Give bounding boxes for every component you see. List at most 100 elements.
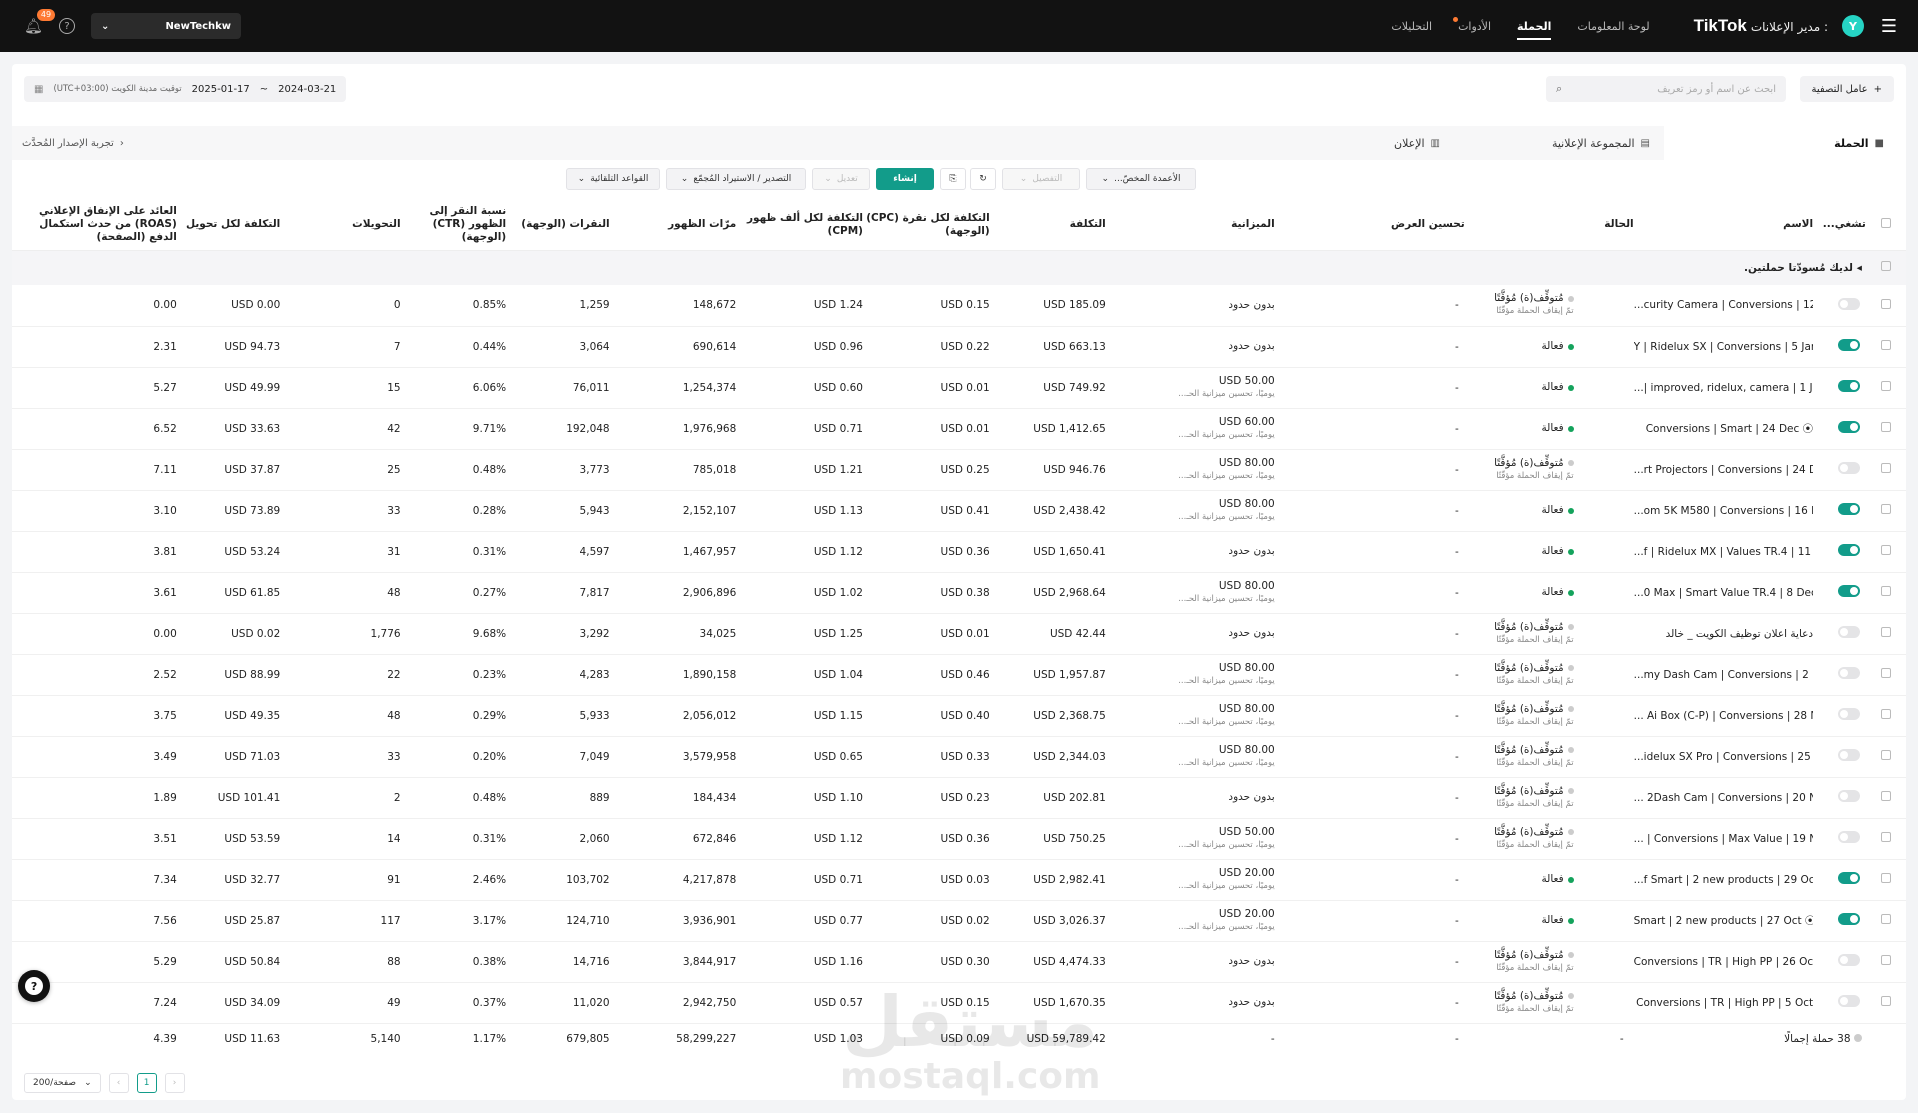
table-row[interactable]: Conversions | TR | High PP | 26 Oct مُتوق… <box>12 941 1906 983</box>
campaign-name[interactable]: ...f | Ridelux MX | Values TR.4 | 11 Dec <box>1633 531 1814 573</box>
col-name[interactable]: الاسم <box>1633 200 1814 251</box>
campaign-toggle[interactable] <box>1837 544 1860 556</box>
custom-columns-dropdown[interactable]: الأعمدة المخصّ... ⌄ <box>1086 168 1196 190</box>
table-row[interactable]: Smart | 2 new products | 27 Oct ⦿ فعالة - U… <box>12 900 1906 942</box>
budget-value[interactable]: بدون حدود <box>1228 627 1275 639</box>
budget-value[interactable]: USD 80.00 <box>1218 702 1275 715</box>
col-roas[interactable]: العائد على الإنفاق الإعلاني (ROAS) من حد… <box>12 200 177 251</box>
prev-page-button[interactable]: ‹ <box>108 1073 129 1093</box>
row-checkbox[interactable] <box>1880 873 1891 883</box>
table-row[interactable]: Y | Ridelux SX | Conversions | 5 Jan فعال… <box>12 326 1906 368</box>
campaign-toggle[interactable] <box>1837 462 1860 474</box>
avatar[interactable]: Y <box>1842 15 1864 37</box>
budget-value[interactable]: USD 80.00 <box>1218 579 1275 592</box>
nav-tools[interactable]: الأدوات <box>1453 3 1491 50</box>
table-row[interactable]: ... | Conversions | Max Value | 19 Nov مُ… <box>12 818 1906 860</box>
col-status[interactable]: الحالة <box>1464 200 1634 251</box>
table-row[interactable]: ...0 Max | Smart Value TR.4 | 8 Dec ⦿ فعا… <box>12 572 1906 614</box>
campaign-toggle[interactable] <box>1837 954 1860 966</box>
row-checkbox[interactable] <box>1880 996 1891 1006</box>
campaign-toggle[interactable] <box>1837 872 1860 884</box>
budget-value[interactable]: بدون حدود <box>1228 545 1275 557</box>
budget-value[interactable]: USD 60.00 <box>1218 415 1275 428</box>
refresh-button[interactable]: ↻ <box>970 168 996 190</box>
campaign-name[interactable]: ...| improved, ridelux, camera | 1 Jan ⦿ <box>1633 367 1814 409</box>
row-checkbox[interactable] <box>1880 955 1891 965</box>
table-row[interactable]: ...f Smart | 2 new products | 29 Oct ⦿ فع… <box>12 859 1906 901</box>
row-checkbox[interactable] <box>1880 504 1891 514</box>
budget-value[interactable]: USD 50.00 <box>1218 374 1275 387</box>
campaign-toggle[interactable] <box>1837 380 1860 392</box>
campaign-name[interactable]: Conversions | TR | High PP | 26 Oct <box>1633 941 1814 983</box>
campaign-toggle[interactable] <box>1837 421 1860 433</box>
bulk-export-import-dropdown[interactable]: التصدير / الاستيراد المُجمّع ⌄ <box>666 168 806 190</box>
campaign-name[interactable]: ...om 5K M580 | Conversions | 16 Dec <box>1633 490 1814 532</box>
details-dropdown[interactable]: التفصيل ⌄ <box>1002 168 1080 190</box>
campaign-name[interactable]: ... 2Dash Cam | Conversions | 20 Nov <box>1633 777 1814 819</box>
page-size-select[interactable]: 200/صفحة ⌄ <box>24 1073 101 1093</box>
create-button[interactable]: إنشاء <box>876 168 934 190</box>
app-logo[interactable]: TikTok مدير الإعلانات : <box>1694 16 1828 36</box>
campaign-name[interactable]: Conversions | TR | High PP | 5 Oct <box>1633 982 1814 1024</box>
campaign-toggle[interactable] <box>1837 708 1860 720</box>
bell-icon[interactable]: 🔔︎ 49 <box>24 9 56 35</box>
row-checkbox[interactable] <box>1880 545 1891 555</box>
row-checkbox[interactable] <box>1880 791 1891 801</box>
tab-ad[interactable]: ▥ الإعلان <box>1394 126 1440 160</box>
campaign-toggle[interactable] <box>1837 626 1860 638</box>
col-impressions[interactable]: مرّات الظهور <box>609 200 737 251</box>
table-row[interactable]: Conversions | TR | High PP | 5 Oct مُتوقِ… <box>12 982 1906 1024</box>
tab-ad-group[interactable]: ▤ المجموعة الإعلانية <box>1552 126 1650 160</box>
row-checkbox[interactable] <box>1880 668 1891 678</box>
copy-button[interactable]: ⎘ <box>940 168 966 190</box>
budget-value[interactable]: بدون حدود <box>1228 955 1275 967</box>
row-checkbox[interactable] <box>1880 422 1891 432</box>
col-cpc[interactable]: التكلفة لكل نقرة (CPC) (الوجهة) <box>862 200 990 251</box>
campaign-toggle[interactable] <box>1837 667 1860 679</box>
campaign-name[interactable]: ... Ai Box (C-P) | Conversions | 28 Nov <box>1633 695 1814 737</box>
col-optimization[interactable]: تحسين العرض <box>1274 200 1465 251</box>
budget-value[interactable]: USD 20.00 <box>1218 907 1275 920</box>
campaign-name[interactable]: ...idelux SX Pro | Conversions | 25 Nov <box>1633 736 1814 778</box>
campaign-toggle[interactable] <box>1837 339 1860 351</box>
campaign-name[interactable]: ...my Dash Cam | Conversions | 2 Dec <box>1633 654 1814 696</box>
col-cpm[interactable]: التكلفة لكل ألف ظهور (CPM) <box>736 200 863 251</box>
col-cost[interactable]: التكلفة <box>989 200 1106 251</box>
add-filter-button[interactable]: + عامل التصفية <box>1799 76 1894 102</box>
table-row[interactable]: ... 2Dash Cam | Conversions | 20 Nov مُتو… <box>12 777 1906 819</box>
table-row[interactable]: ...idelux SX Pro | Conversions | 25 Nov م… <box>12 736 1906 778</box>
table-row[interactable]: دعاية اعلان توظيف الكويت _ خالد مُتوقِّف(… <box>12 613 1906 655</box>
campaign-toggle[interactable] <box>1837 585 1860 597</box>
row-checkbox[interactable] <box>1880 914 1891 924</box>
col-cost-per-conversion[interactable]: التكلفة لكل تحويل <box>176 200 281 251</box>
try-new-version-link[interactable]: ‹ تجربة الإصدار المُحدَّث <box>22 126 124 160</box>
campaign-toggle[interactable] <box>1837 831 1860 843</box>
budget-value[interactable]: بدون حدود <box>1228 298 1275 311</box>
table-row[interactable]: ...curity Camera | Conversions | 12 Jan م… <box>12 285 1906 327</box>
tab-campaign[interactable]: ■ الحملة <box>1664 126 1906 160</box>
budget-value[interactable]: USD 80.00 <box>1218 743 1275 756</box>
row-checkbox[interactable] <box>1880 298 1891 309</box>
row-checkbox[interactable] <box>1880 586 1891 596</box>
date-range-picker[interactable]: ▦ (UTC+03:00) توقيت مدينة الكويت 2025-01… <box>24 76 347 102</box>
row-checkbox[interactable] <box>1880 750 1891 760</box>
table-row[interactable]: ...om 5K M580 | Conversions | 16 Dec فعال… <box>12 490 1906 532</box>
nav-campaign[interactable]: الحملة <box>1517 3 1552 50</box>
campaign-name[interactable]: Smart | 2 new products | 27 Oct ⦿ <box>1633 900 1814 942</box>
row-checkbox[interactable] <box>1880 381 1891 391</box>
campaign-toggle[interactable] <box>1837 749 1860 761</box>
campaign-name[interactable]: Conversions | Smart | 24 Dec ⦿ <box>1633 408 1814 450</box>
col-on-off[interactable]: تشغي... <box>1813 200 1866 251</box>
budget-value[interactable]: USD 20.00 <box>1218 866 1275 879</box>
table-row[interactable]: ... Ai Box (C-P) | Conversions | 28 Nov م… <box>12 695 1906 737</box>
select-all-checkbox[interactable] <box>1880 217 1891 228</box>
edit-dropdown[interactable]: تعديل ⌄ <box>812 168 870 190</box>
row-checkbox[interactable] <box>1880 832 1891 842</box>
table-row[interactable]: ...f | Ridelux MX | Values TR.4 | 11 Dec… <box>12 531 1906 573</box>
budget-value[interactable]: USD 80.00 <box>1218 661 1275 674</box>
table-row[interactable]: ...| improved, ridelux, camera | 1 Jan ⦿… <box>12 367 1906 409</box>
drafts-row[interactable]: ◂ لديك مُسودّتا حملتين. <box>12 250 1906 285</box>
table-row[interactable]: ...my Dash Cam | Conversions | 2 Dec مُتو… <box>12 654 1906 696</box>
campaign-toggle[interactable] <box>1837 913 1860 925</box>
automated-rules-dropdown[interactable]: القواعد التلقائية ⌄ <box>566 168 660 190</box>
